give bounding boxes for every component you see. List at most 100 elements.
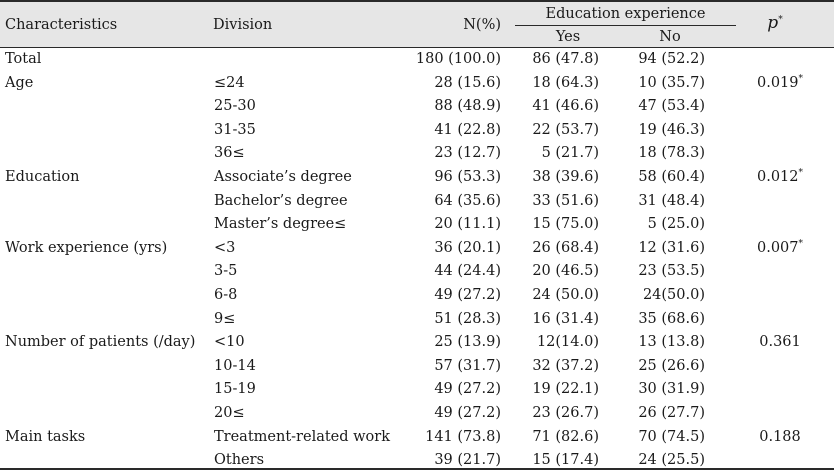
cell-n-pct: 28 (15.6) (434, 75, 501, 91)
header-p-sup: * (778, 15, 783, 26)
cell-yes: 71 (82.6) (532, 429, 599, 445)
top-rule (0, 0, 834, 2)
cell-p-number: 0.007 (756, 240, 799, 256)
cell-no: 5 (25.0) (647, 216, 705, 232)
cell-yes: 16 (31.4) (532, 311, 599, 327)
cell-no: 35 (68.6) (638, 311, 705, 327)
cell-yes: 32 (37.2) (532, 358, 599, 374)
cell-n-pct: 23 (12.7) (434, 145, 501, 161)
cell-yes: 19 (22.1) (532, 381, 599, 397)
cell-division: ≤24 (214, 75, 245, 91)
cell-yes: 24 (50.0) (532, 287, 599, 303)
cell-yes: 86 (47.8) (532, 51, 599, 67)
header-no: No (659, 29, 681, 45)
cell-yes: 12(14.0) (536, 334, 599, 350)
cell-characteristic: Total (5, 51, 42, 67)
header-background (0, 0, 834, 47)
cell-division: Treatment-related work (214, 429, 391, 445)
cell-characteristic: Main tasks (5, 429, 86, 445)
cell-division: 6-8 (214, 287, 238, 303)
cell-n-pct: 141 (73.8) (425, 429, 501, 445)
cell-p-sup: * (798, 168, 804, 179)
cell-division: <10 (214, 334, 245, 350)
cell-division: 9≤ (214, 311, 236, 327)
bottom-rule (0, 468, 834, 470)
header-rule (0, 47, 834, 48)
cell-p-value: 0.188 (745, 428, 815, 446)
cell-n-pct: 51 (28.3) (434, 311, 501, 327)
cell-no: 18 (78.3) (638, 145, 705, 161)
cell-division: 31-35 (214, 122, 256, 138)
cell-p-sup: * (798, 239, 804, 250)
cell-division: 25-30 (214, 98, 256, 114)
cell-n-pct: 57 (31.7) (434, 358, 501, 374)
cell-n-pct: 41 (22.8) (434, 122, 501, 138)
cell-division: 10-14 (214, 358, 256, 374)
cell-p-number: 0.012 (756, 169, 799, 185)
cell-yes: 26 (68.4) (532, 240, 599, 256)
cell-yes: 22 (53.7) (532, 122, 599, 138)
cell-n-pct: 88 (48.9) (434, 98, 501, 114)
cell-n-pct: 49 (27.2) (434, 287, 501, 303)
cell-no: 31 (48.4) (638, 193, 705, 209)
cell-characteristic: Work experience (yrs) (5, 240, 168, 256)
cell-characteristic: Education (5, 169, 80, 185)
cell-p-value: 0.019* (745, 74, 815, 92)
cell-no: 24 (25.5) (638, 452, 705, 468)
cell-no: 19 (46.3) (638, 122, 705, 138)
cell-no: 23 (53.5) (638, 263, 705, 279)
cell-yes: 41 (46.6) (532, 98, 599, 114)
cell-n-pct: 39 (21.7) (434, 452, 501, 468)
cell-p-sup: * (798, 74, 804, 85)
cell-p-number: 0.188 (759, 429, 801, 445)
cell-n-pct: 96 (53.3) (434, 169, 501, 185)
header-characteristics: Characteristics (5, 17, 118, 33)
cell-p-value: 0.361 (745, 333, 815, 351)
cell-division: 15-19 (214, 381, 256, 397)
cell-division: 3-5 (214, 263, 238, 279)
header-yes: Yes (555, 29, 581, 45)
cell-division: Bachelor’s degree (214, 193, 348, 209)
cell-no: 13 (13.8) (638, 334, 705, 350)
education-experience-rule (515, 25, 736, 26)
cell-n-pct: 49 (27.2) (434, 405, 501, 421)
cell-characteristic: Age (5, 75, 34, 91)
cell-n-pct: 180 (100.0) (415, 51, 501, 67)
cell-p-value: 0.012* (745, 168, 815, 186)
header-education-experience: Education experience (545, 6, 706, 22)
header-n-pct: N(%) (463, 17, 501, 33)
header-p: p* (750, 14, 800, 33)
cell-yes: 38 (39.6) (532, 169, 599, 185)
cell-no: 12 (31.6) (638, 240, 705, 256)
cell-no: 70 (74.5) (638, 429, 705, 445)
cell-division: <3 (214, 240, 236, 256)
cell-yes: 33 (51.6) (532, 193, 599, 209)
cell-n-pct: 20 (11.1) (434, 216, 501, 232)
cell-no: 10 (35.7) (638, 75, 705, 91)
cell-no: 58 (60.4) (638, 169, 705, 185)
cell-no: 47 (53.4) (638, 98, 705, 114)
cell-p-number: 0.019 (756, 75, 799, 91)
header-p-letter: p (767, 13, 779, 33)
cell-n-pct: 44 (24.4) (434, 263, 501, 279)
cell-no: 94 (52.2) (638, 51, 705, 67)
cell-division: Associate’s degree (214, 169, 352, 185)
header-division: Division (213, 17, 273, 33)
cell-characteristic: Number of patients (/day) (5, 334, 196, 350)
cell-no: 26 (27.7) (638, 405, 705, 421)
cell-yes: 20 (46.5) (532, 263, 599, 279)
cell-yes: 15 (75.0) (532, 216, 599, 232)
cell-n-pct: 64 (35.6) (434, 193, 501, 209)
cell-no: 24(50.0) (642, 287, 705, 303)
cell-no: 30 (31.9) (638, 381, 705, 397)
cell-p-number: 0.361 (759, 334, 801, 350)
cell-division: Master’s degree≤ (214, 216, 347, 232)
cell-division: 36≤ (214, 145, 245, 161)
cell-n-pct: 49 (27.2) (434, 381, 501, 397)
cell-division: 20≤ (214, 405, 245, 421)
cell-yes: 5 (21.7) (541, 145, 599, 161)
cell-division: Others (214, 452, 265, 468)
cell-n-pct: 25 (13.9) (434, 334, 501, 350)
cell-yes: 23 (26.7) (532, 405, 599, 421)
